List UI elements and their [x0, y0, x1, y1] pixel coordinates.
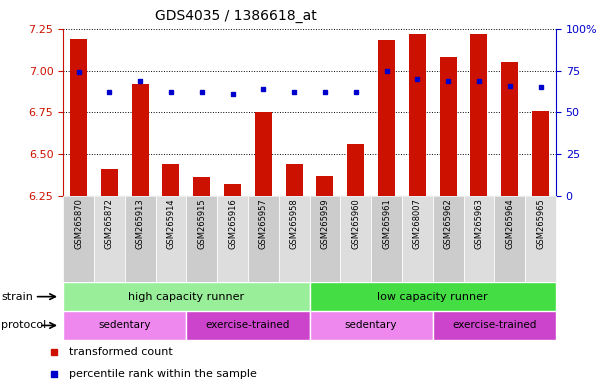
Text: protocol: protocol	[1, 320, 46, 331]
Bar	[409, 34, 426, 196]
Text: GSM265913: GSM265913	[136, 199, 145, 249]
Bar	[101, 169, 118, 196]
Bar	[495, 196, 525, 282]
Text: sedentary: sedentary	[99, 320, 151, 331]
Text: GSM265915: GSM265915	[197, 199, 206, 249]
Bar	[125, 196, 156, 282]
Text: GSM265872: GSM265872	[105, 199, 114, 249]
Text: exercise-trained: exercise-trained	[452, 320, 537, 331]
Text: GSM265963: GSM265963	[474, 199, 483, 249]
Bar	[340, 196, 371, 282]
Bar	[63, 196, 94, 282]
Text: GSM265960: GSM265960	[351, 199, 360, 249]
Bar	[156, 196, 186, 282]
Bar	[186, 196, 217, 282]
Bar	[471, 34, 487, 196]
Text: GSM265959: GSM265959	[320, 199, 329, 249]
Bar	[347, 144, 364, 196]
Bar	[440, 57, 457, 196]
Text: high capacity runner: high capacity runner	[128, 291, 245, 302]
Bar	[255, 112, 272, 196]
Bar	[378, 40, 395, 196]
Bar	[310, 196, 340, 282]
Text: low capacity runner: low capacity runner	[377, 291, 488, 302]
Text: GSM265964: GSM265964	[505, 199, 514, 249]
Bar	[433, 311, 556, 340]
Text: GSM265916: GSM265916	[228, 199, 237, 249]
Bar	[70, 39, 87, 196]
Bar	[532, 111, 549, 196]
Bar	[224, 184, 241, 196]
Text: GSM265914: GSM265914	[166, 199, 175, 249]
Text: GDS4035 / 1386618_at: GDS4035 / 1386618_at	[154, 9, 317, 23]
Bar	[525, 196, 556, 282]
Bar	[194, 177, 210, 196]
Text: percentile rank within the sample: percentile rank within the sample	[69, 369, 257, 379]
Text: GSM268007: GSM268007	[413, 199, 422, 249]
Text: GSM265965: GSM265965	[536, 199, 545, 249]
Text: GSM265958: GSM265958	[290, 199, 299, 249]
Bar	[402, 196, 433, 282]
Bar	[317, 176, 334, 196]
Bar	[310, 282, 556, 311]
Text: exercise-trained: exercise-trained	[206, 320, 290, 331]
Bar	[63, 282, 310, 311]
Bar	[463, 196, 495, 282]
Bar	[279, 196, 310, 282]
Bar	[310, 311, 433, 340]
Bar	[433, 196, 463, 282]
Bar	[371, 196, 402, 282]
Text: GSM265961: GSM265961	[382, 199, 391, 249]
Text: GSM265870: GSM265870	[74, 199, 83, 249]
Text: strain: strain	[1, 291, 33, 302]
Bar	[94, 196, 125, 282]
Text: GSM265962: GSM265962	[444, 199, 453, 249]
Bar	[132, 84, 148, 196]
Text: transformed count: transformed count	[69, 347, 173, 357]
Bar	[217, 196, 248, 282]
Bar	[186, 311, 310, 340]
Bar	[501, 62, 518, 196]
Text: GSM265957: GSM265957	[259, 199, 268, 249]
Bar	[63, 311, 186, 340]
Bar	[285, 164, 302, 196]
Bar	[248, 196, 279, 282]
Bar	[162, 164, 179, 196]
Text: sedentary: sedentary	[345, 320, 397, 331]
